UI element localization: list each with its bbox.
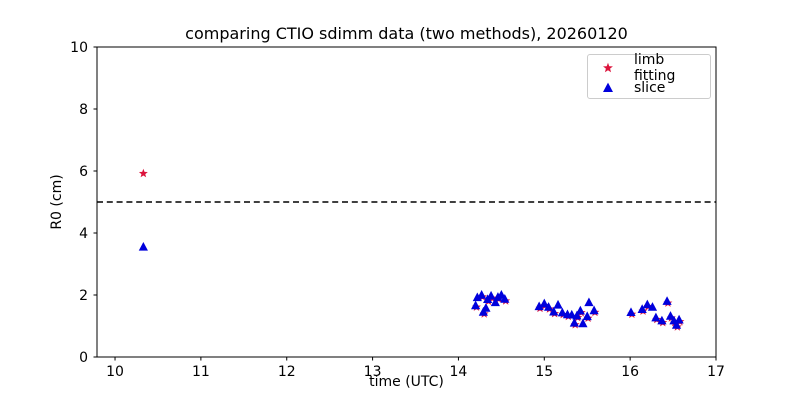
slice-marker [671,320,682,329]
slice-marker [500,294,510,303]
star-icon [603,62,613,73]
triangle-up-icon [603,82,613,92]
slice-marker [539,298,549,308]
x-tick-label: 13 [364,364,382,380]
slice-marker [557,307,567,317]
legend-item-limb-fitting: limb fitting [588,52,710,84]
slice-marker [642,299,652,309]
slice-marker [578,318,588,328]
slice-marker [486,290,496,300]
y-tick-label: 0 [79,350,88,366]
slice-marker [490,297,500,307]
legend-label: slice [634,80,666,96]
x-tick-label: 15 [535,364,553,380]
plot-spines [96,46,717,358]
slice-marker [534,301,544,311]
slice-marker [584,297,594,307]
slice-marker [471,300,481,310]
x-tick-label: 12 [278,364,296,380]
slice-marker [647,302,658,311]
slice-marker [138,241,148,251]
slice-marker [637,304,647,313]
y-tick-label: 2 [79,288,88,304]
slice-marker [472,292,482,302]
legend-item-slice: slice [588,78,710,98]
legend-label: limb fitting [633,52,676,84]
chart-title: comparing CTIO sdimm data (two methods),… [185,24,628,43]
slice-marker [572,310,582,320]
slice-marker [626,307,636,317]
x-tick-label: 16 [621,364,639,380]
limb-fitting-marker [138,168,148,178]
slice-marker [582,311,592,321]
slice-marker [481,303,491,312]
slice-marker [553,299,563,309]
y-tick-label: 8 [79,102,88,118]
slice-marker [651,312,661,322]
slice-marker [575,305,585,315]
legend-box: limb fitting slice [587,52,711,99]
slice-marker [589,305,599,315]
y-tick-label: 6 [79,164,88,180]
x-tick-label: 10 [106,364,124,380]
x-tick-label: 17 [707,364,725,380]
y-tick-label: 4 [79,226,88,242]
x-tick-label: 11 [192,364,210,380]
y-tick-label: 10 [70,40,88,56]
slice-marker [569,317,579,327]
slice-marker [657,315,667,325]
x-axis-label: time (UTC) [369,374,444,390]
slice-marker [543,302,554,311]
slice-marker [665,311,676,320]
slice-marker [674,314,684,324]
x-tick-label: 14 [450,364,468,380]
slice-marker [662,296,672,305]
slice-marker [549,306,559,316]
slice-marker [477,290,487,299]
